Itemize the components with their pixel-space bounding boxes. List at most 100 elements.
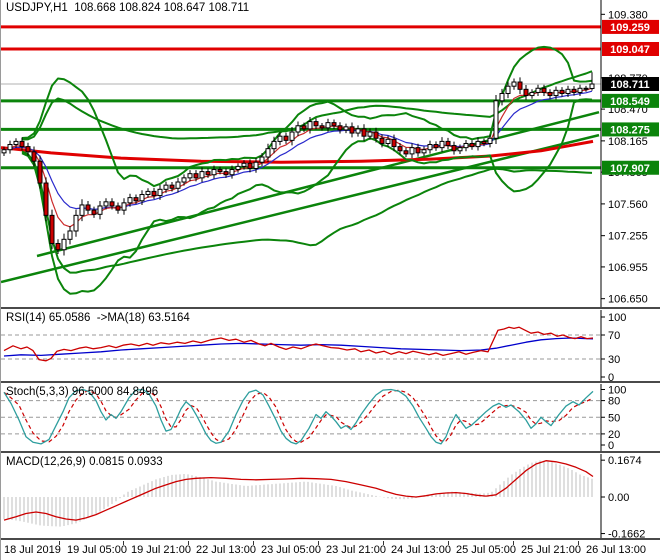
stoch-k-line <box>3 388 594 445</box>
candle-body <box>421 149 427 154</box>
candle-body <box>67 230 73 240</box>
rsi-scale-label: 100 <box>608 312 626 324</box>
candle-body <box>373 131 379 139</box>
price-level-badge <box>602 93 659 108</box>
candle-body <box>445 140 451 147</box>
stoch-label: Stoch(5,3,3) 96.5000 84.8496 <box>6 386 159 398</box>
candle-body <box>391 138 397 148</box>
candle-body <box>157 188 163 197</box>
candle-body <box>451 145 457 152</box>
symbol-period-label: USDJPY,H1 <box>6 2 68 14</box>
bollinger-lower-band <box>21 98 593 295</box>
candle-body <box>541 87 547 93</box>
macd-scale-label: 0.1674 <box>608 455 642 467</box>
main-chart-canvas[interactable]: 109.380108.770108.470108.165107.865107.5… <box>1 0 660 307</box>
candle-body <box>43 182 49 216</box>
stoch-d-line <box>3 389 594 443</box>
stoch-scale-label: 100 <box>608 385 626 397</box>
candle-body <box>205 171 211 176</box>
macd-scale-label: 0.00 <box>608 492 629 504</box>
price-level-badge <box>602 122 659 137</box>
candle-body <box>19 140 25 148</box>
candle-body <box>49 214 55 244</box>
candle-body <box>409 147 415 155</box>
candle-body <box>463 142 469 149</box>
stoch-scale-label: 20 <box>608 429 620 441</box>
macd-signal-line <box>3 460 594 521</box>
macd-panel[interactable]: 0.1674 0.00 -0.1662 MACD(12,26,9) 0.0815 0… <box>1 454 660 538</box>
candle-body <box>271 140 277 150</box>
candle-body <box>475 140 481 148</box>
time-label: 19 Jul 05:00 <box>67 544 127 556</box>
candle-body <box>79 204 85 216</box>
candle-body <box>481 140 487 144</box>
candle-body <box>571 88 577 93</box>
candle-body <box>7 144 13 151</box>
candle-body <box>145 190 151 196</box>
panel-separator[interactable] <box>1 538 660 540</box>
rsi-scale-label: 70 <box>608 330 620 342</box>
candle-body <box>169 184 175 189</box>
trendline <box>36 110 600 258</box>
time-axis-tick <box>578 541 579 545</box>
price-badge-label: 107.907 <box>610 163 650 175</box>
panel-separator[interactable] <box>1 451 660 453</box>
price-level-badge <box>602 19 659 34</box>
price-tick-label: 107.560 <box>608 199 648 211</box>
candle-body <box>547 91 553 97</box>
rsi-panel[interactable]: 100 70 30 0 RSI(14) 65.0586 ->MA(18) 63.516… <box>1 310 660 381</box>
candle-body <box>199 171 205 179</box>
bollinger-upper-band <box>21 45 593 188</box>
price-badge-label: 109.047 <box>610 44 650 56</box>
time-label: 23 Jul 05:00 <box>261 544 321 556</box>
macd-label: MACD(12,26,9) 0.0815 0.0933 <box>6 456 163 468</box>
candle-body <box>505 85 511 94</box>
bollinger-lower-band <box>21 150 593 274</box>
time-axis-tick <box>253 541 254 545</box>
candle-body <box>91 209 97 215</box>
stoch-panel[interactable]: 100 80 50 20 0 Stoch(5,3,3) 96.5000 84.8496 <box>1 384 660 451</box>
candle-body <box>487 137 493 144</box>
candle-body <box>163 184 169 190</box>
candle-body <box>115 205 121 211</box>
time-label: 23 Jul 21:00 <box>326 544 386 556</box>
price-badge-label: 108.549 <box>610 96 650 108</box>
rsi-canvas[interactable]: 100 70 30 0 <box>1 310 660 381</box>
candle-body <box>151 190 157 197</box>
candle-body <box>85 204 91 211</box>
candle-body <box>511 81 517 87</box>
macd-scale-label: -0.1662 <box>608 529 645 538</box>
stoch-scale-label: 0 <box>608 440 614 451</box>
candle-body <box>55 242 61 251</box>
candle-body <box>319 125 325 129</box>
candle-body <box>553 89 559 97</box>
candle-body <box>367 131 373 137</box>
window-title: USDJPY,H1 108.668 108.824 108.647 108.71… <box>6 2 249 14</box>
candle-body <box>259 156 265 163</box>
candle-body <box>1 149 7 154</box>
price-level-badge <box>602 160 659 175</box>
time-label: 25 Jul 21:00 <box>521 544 581 556</box>
panel-separator[interactable] <box>1 307 660 309</box>
candle-body <box>385 138 391 144</box>
candle-body <box>349 126 355 134</box>
time-axis-tick <box>59 541 60 545</box>
candle-body <box>523 88 529 97</box>
main-chart-panel[interactable]: 109.380108.770108.470108.165107.865107.5… <box>1 0 660 307</box>
candle-body <box>559 89 565 94</box>
panel-separator[interactable] <box>1 381 660 383</box>
stoch-scale-label: 80 <box>608 396 620 408</box>
candle-body <box>343 126 349 131</box>
time-axis[interactable]: 18 Jul 2019 19 Jul 05:00 19 Jul 21:00 22 Ju… <box>1 541 660 560</box>
candle-body <box>535 87 541 93</box>
candle-body <box>223 171 229 176</box>
candle-body <box>307 121 313 130</box>
candle-body <box>469 142 475 148</box>
candle-body <box>211 169 217 176</box>
macd-canvas[interactable]: 0.1674 0.00 -0.1662 <box>1 454 660 538</box>
candle-body <box>517 81 523 90</box>
candle-body <box>337 125 343 131</box>
candle-body <box>139 194 145 202</box>
time-label: 22 Jul 13:00 <box>196 544 256 556</box>
